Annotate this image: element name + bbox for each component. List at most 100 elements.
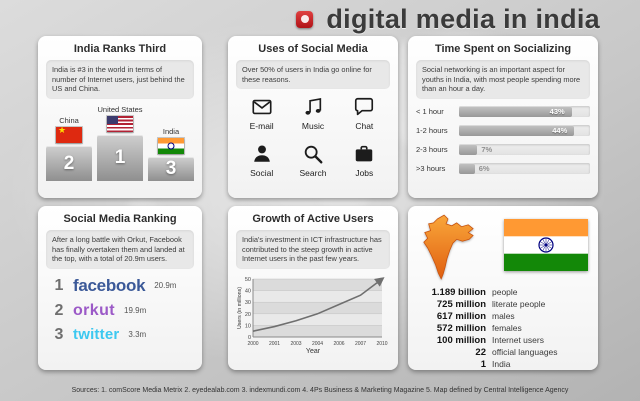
bar-row: 1-2 hours 44%: [416, 124, 590, 136]
use-email: E-mail: [236, 96, 287, 131]
panel-india-ranks-third: India Ranks Third India is #3 in the wor…: [38, 36, 202, 198]
stat-value: 22: [475, 346, 486, 358]
panel-title: Time Spent on Socializing: [434, 43, 572, 55]
use-social: Social: [236, 143, 287, 178]
panel-description: Over 50% of users in India go online for…: [236, 60, 390, 90]
podium-rank-number: 3: [165, 158, 177, 180]
panel-description: Social networking is an important aspect…: [416, 60, 590, 99]
use-label: Search: [299, 168, 327, 179]
rank-number: 3: [54, 325, 64, 343]
panel-title: Social Media Ranking: [63, 213, 177, 225]
facebook-logo: facebook: [73, 275, 146, 295]
ranking-row-twitter: 3 twitter 3.3m: [54, 326, 194, 344]
bar-value-label: 7%: [481, 145, 493, 155]
bar-category-label: >3 hours: [416, 163, 446, 173]
svg-text:2010: 2010: [376, 341, 387, 347]
podium-china: China 2: [46, 115, 92, 182]
use-label: Chat: [355, 121, 374, 132]
china-flag-icon: [56, 126, 82, 144]
stat-row: 1.189 billion people: [416, 287, 590, 298]
stat-value: 1: [480, 358, 486, 370]
india-stats-list: 1.189 billion people 725 million literate p…: [416, 287, 590, 370]
stat-value: 1.189 billion: [431, 287, 486, 298]
svg-text:2001: 2001: [269, 341, 280, 347]
bar-category-label: 2-3 hours: [416, 144, 448, 154]
podium-united-states: United States 1: [97, 104, 143, 182]
svg-text:Users (in millions): Users (in millions): [237, 287, 243, 329]
stat-label: females: [492, 322, 522, 333]
stat-row: 617 million males: [416, 310, 590, 322]
podium-india: India 3: [148, 127, 194, 182]
panel-description: India is #3 in the world in terms of num…: [46, 60, 194, 99]
social-media-ranking-list: 1 facebook 20.9m 2 orkut 19.9m 3 twitter 3.3m: [46, 276, 194, 344]
orkut-logo: orkut: [73, 301, 115, 319]
podium-country-label: United States: [97, 104, 143, 114]
user-count: 20.9m: [154, 281, 177, 291]
stat-label: official languages: [492, 346, 558, 357]
stat-row: 572 million females: [416, 322, 590, 334]
chart-x-axis-label: Year: [305, 347, 321, 355]
panel-title: Growth of Active Users: [252, 213, 374, 225]
bar-row: < 1 hour 43%: [416, 105, 590, 117]
stat-row: 100 million Internet users: [416, 334, 590, 346]
use-label: Jobs: [355, 168, 374, 179]
bar-category-label: < 1 hour: [416, 106, 444, 116]
header: digital media in india: [0, 2, 600, 36]
stat-value: 100 million: [436, 334, 486, 346]
use-label: Social: [250, 168, 274, 179]
chat-icon: [353, 96, 375, 118]
stat-row: 725 million literate people: [416, 298, 590, 310]
stat-label: India: [492, 358, 511, 369]
bar-value-label: 43%: [549, 107, 565, 117]
stat-label: Internet users: [492, 334, 544, 345]
stat-label: literate people: [492, 298, 546, 309]
india-map-flag-row: [416, 213, 590, 283]
stat-label: people: [492, 287, 518, 297]
bar-category-label: 1-2 hours: [416, 125, 448, 135]
stat-value: 725 million: [436, 298, 486, 310]
growth-chart-svg: 0 10 20 30 40 50 2000 2001 2003 2004 2006 2007 2010 U…: [237, 277, 388, 347]
ranking-row-facebook: 1 facebook 20.9m: [54, 276, 194, 296]
svg-text:40: 40: [245, 288, 251, 294]
bar: 7%: [459, 143, 590, 155]
stat-value: 572 million: [436, 322, 486, 334]
use-jobs: Jobs: [339, 143, 390, 178]
bar-row: >3 hours 6%: [416, 162, 590, 174]
panel-india-overview: 1.189 billion people 725 million literate p…: [408, 206, 598, 370]
use-music: Music: [287, 96, 338, 131]
panel-title: India Ranks Third: [73, 43, 167, 55]
podium-country-label: China: [59, 115, 79, 125]
sources-footer: Sources: 1. comScore Media Metrix 2. eye…: [71, 387, 569, 394]
bar-fill: [459, 124, 575, 136]
bar: 44%: [459, 124, 590, 136]
twitter-logo: twitter: [73, 326, 120, 344]
svg-text:20: 20: [245, 312, 251, 318]
svg-text:2004: 2004: [312, 341, 323, 347]
podium-rank-block: 3: [148, 157, 194, 182]
svg-text:10: 10: [245, 323, 251, 329]
user-count: 19.9m: [124, 306, 147, 316]
podium-rank-block: 2: [46, 146, 92, 182]
use-label: Music: [301, 121, 325, 132]
jobs-briefcase-icon: [353, 143, 375, 165]
svg-text:0: 0: [248, 335, 251, 341]
bar-value-label: 44%: [552, 126, 568, 136]
bar-fill: [459, 143, 478, 155]
bar: 6%: [459, 162, 590, 174]
svg-text:2006: 2006: [333, 341, 344, 347]
panel-description: After a long battle with Orkut, Facebook…: [46, 230, 194, 269]
search-icon: [302, 143, 324, 165]
panel-growth-of-active-users: Growth of Active Users India's investmen…: [228, 206, 398, 370]
stat-row: 22 official languages: [416, 346, 590, 358]
bar-value-label: 6%: [478, 164, 490, 174]
page-title: digital media in india: [326, 3, 600, 34]
panel-uses-of-social-media: Uses of Social Media Over 50% of users i…: [228, 36, 398, 198]
india-map: [418, 213, 476, 283]
svg-text:2000: 2000: [247, 341, 258, 347]
stat-label: males: [492, 310, 515, 321]
rank-number: 1: [54, 276, 64, 294]
podium-rank-block: 1: [97, 135, 143, 182]
social-person-icon: [251, 143, 273, 165]
bar-row: 2-3 hours 7%: [416, 143, 590, 155]
